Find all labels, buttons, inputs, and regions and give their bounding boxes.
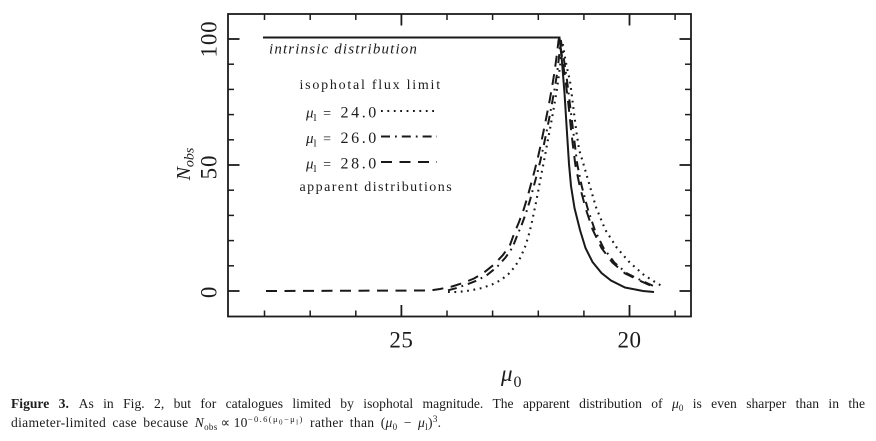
svg-text:μ0: μ0 [500,361,522,391]
svg-text:isophotal flux limit: isophotal flux limit [300,78,442,93]
svg-text:Nobs: Nobs [173,147,198,181]
svg-text:μl = 24.0: μl = 24.0 [305,105,379,125]
svg-text:μl = 26.0: μl = 26.0 [305,130,379,150]
svg-text:0: 0 [197,286,222,298]
svg-text:100: 100 [197,21,222,58]
svg-text:apparent distributions: apparent distributions [300,180,454,195]
svg-text:μl = 28.0: μl = 28.0 [305,156,379,176]
svg-text:intrinsic distribution: intrinsic distribution [269,42,418,58]
svg-text:20: 20 [618,328,642,353]
svg-text:50: 50 [197,155,222,180]
svg-text:25: 25 [389,328,413,353]
